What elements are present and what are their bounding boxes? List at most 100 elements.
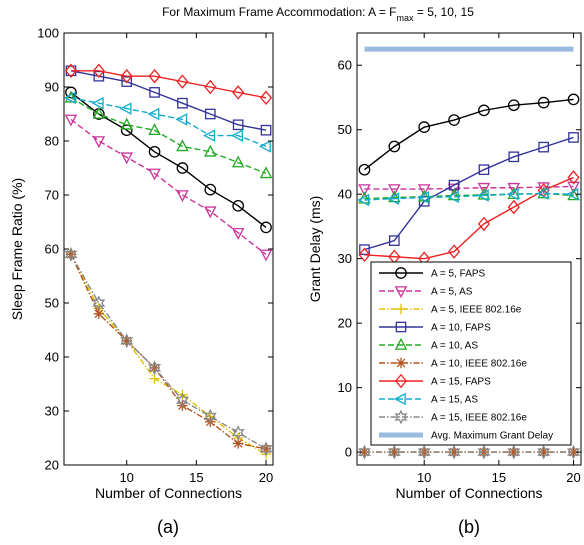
y-tick-label: 0 (345, 445, 352, 460)
data-point (418, 121, 431, 133)
data-point (175, 392, 189, 408)
data-point (417, 184, 431, 197)
data-point (204, 206, 217, 219)
series-line-7 (70, 97, 267, 148)
data-point (203, 408, 217, 424)
data-point (448, 244, 461, 259)
data-point (387, 192, 400, 205)
x-tick-label: 20 (566, 470, 580, 485)
data-point (389, 446, 400, 458)
y-axis-label: Grant Delay (ms) (307, 196, 323, 303)
data-point (358, 163, 371, 176)
data-point (506, 187, 519, 201)
data-point (232, 119, 244, 131)
data-point (204, 108, 216, 120)
data-point (203, 129, 216, 142)
data-point (65, 86, 77, 99)
data-point (204, 144, 217, 157)
data-point (388, 184, 401, 197)
data-point (120, 68, 133, 84)
series-line-8 (70, 254, 267, 450)
data-point (120, 333, 134, 349)
data-point (148, 360, 162, 376)
data-point (447, 183, 461, 196)
data-point (507, 444, 521, 460)
series-layer (357, 46, 581, 460)
legend-label: A = 10, FAPS (431, 323, 491, 334)
data-point (148, 123, 161, 136)
y-tick-label: 50 (45, 296, 59, 311)
legend-marker (394, 337, 408, 350)
data-point (92, 136, 106, 149)
y-tick-label: 70 (45, 188, 59, 203)
legend: A = 5, FAPS A = 5, AS A = 5, IEEE 802.16e A… (370, 261, 572, 446)
data-point (176, 162, 189, 174)
data-point (260, 443, 272, 454)
legend-label: A = 15, AS (431, 395, 478, 406)
x-axis-label: Number of Connections (395, 485, 542, 501)
legend-entry: A = 15, AS (379, 392, 478, 406)
data-point (567, 444, 581, 460)
data-point (358, 184, 371, 197)
series-line-3 (70, 70, 267, 131)
data-point (64, 91, 76, 105)
y-axis-label: Sleep Frame Ratio (%) (9, 178, 25, 320)
legend-label: A = 15, FAPS (431, 377, 491, 388)
data-point (91, 96, 104, 110)
data-point (357, 444, 371, 460)
data-point (148, 168, 161, 181)
data-point (538, 141, 549, 153)
data-point (388, 140, 401, 153)
data-point (507, 199, 520, 215)
data-point (231, 129, 243, 142)
data-point (446, 190, 459, 204)
legend-label: A = 15, IEEE 802.16e (431, 413, 527, 424)
data-point (477, 216, 490, 232)
legend-entry: A = 15, FAPS (379, 373, 491, 389)
data-point (259, 249, 273, 262)
data-point (92, 63, 105, 79)
data-point (508, 446, 519, 458)
data-point (478, 104, 490, 117)
legend-entry: A = 5, AS (379, 286, 473, 299)
data-point (259, 90, 273, 106)
legend-marker (394, 373, 408, 389)
figure-title: For Maximum Frame Accommodation: A = Fma… (162, 5, 474, 23)
legend-entry: A = 10, AS (379, 337, 478, 352)
legend-marker (394, 409, 408, 425)
y-tick-label: 90 (45, 80, 59, 95)
data-point (507, 187, 521, 200)
data-point (177, 97, 188, 109)
legend-marker (393, 392, 406, 406)
data-point (478, 164, 490, 176)
data-point (64, 114, 78, 127)
data-point (204, 183, 217, 196)
data-point (507, 99, 520, 112)
y-tick-label: 30 (45, 404, 59, 419)
data-point (258, 140, 271, 153)
y-tick-label: 60 (338, 58, 352, 73)
x-tick-label: 15 (189, 470, 203, 485)
data-point (120, 124, 133, 137)
data-point (568, 132, 579, 143)
y-tick-label: 40 (338, 187, 352, 202)
data-point (204, 79, 217, 95)
y-tick-label: 10 (338, 380, 352, 395)
data-point (120, 117, 133, 130)
y-tick-label: 30 (338, 251, 352, 266)
data-point (148, 68, 161, 84)
x-tick-label: 10 (417, 470, 431, 485)
legend-label: A = 10, AS (431, 341, 478, 352)
legend-label: Avg. Maximum Grant Delay (431, 431, 553, 442)
legend-label: A = 10, IEEE 802.16e (431, 359, 527, 370)
data-point (92, 106, 106, 119)
data-point (537, 96, 550, 109)
data-point (64, 246, 78, 262)
series-line-5 (70, 254, 267, 450)
data-point (232, 199, 245, 212)
data-point (568, 446, 579, 458)
data-point (64, 63, 78, 79)
data-point (121, 335, 132, 346)
data-point (175, 113, 188, 126)
